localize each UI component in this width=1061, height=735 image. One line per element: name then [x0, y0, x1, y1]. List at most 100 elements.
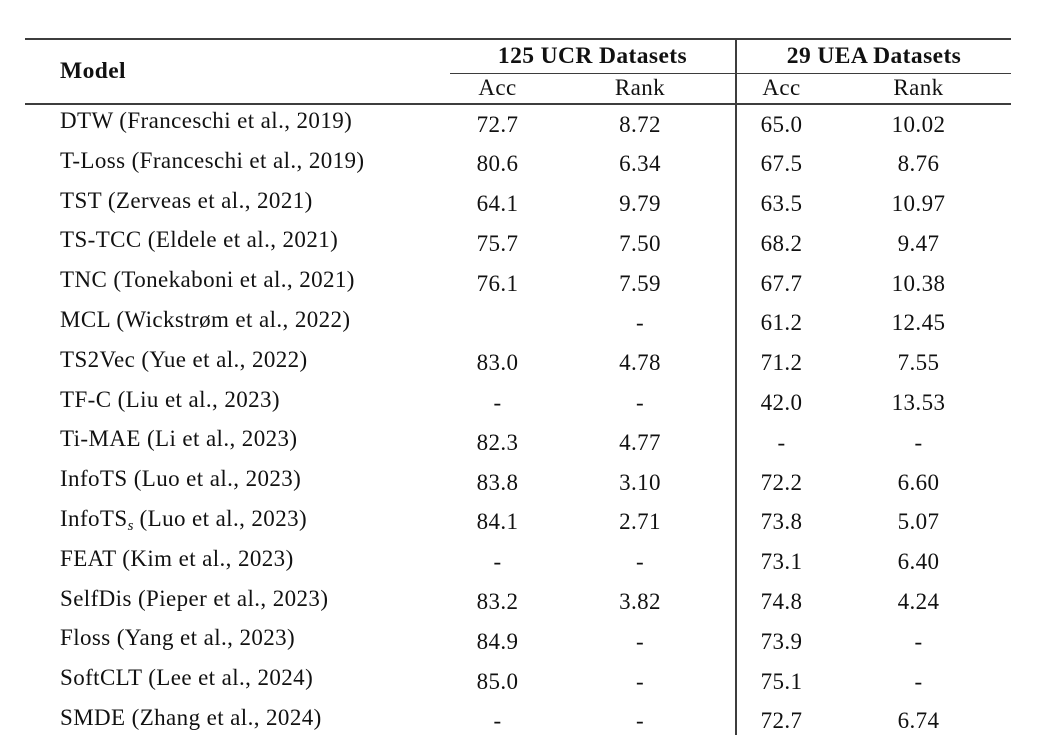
model-name: SelfDis (Pieper et al., 2023) — [60, 585, 329, 611]
ucr-acc-cell: 84.1 — [476, 509, 519, 535]
uea-acc-cell: 63.5 — [735, 184, 826, 225]
uea-rank-cell: 6.60 — [897, 469, 940, 495]
model-name: T-Loss (Franceschi et al., 2019) — [60, 147, 365, 173]
uea-rank-cell: 7.55 — [897, 350, 940, 376]
uea-acc-cell: 68.2 — [735, 224, 826, 265]
ucr-rank-column-header: Rank — [545, 73, 736, 105]
model-cell: DTW (Franceschi et al., 2019) — [25, 104, 450, 145]
table-row: SelfDis (Pieper et al., 2023) 83.2 3.82 … — [25, 582, 1011, 623]
ucr-rank-cell: - — [635, 668, 645, 694]
ucr-rank-cell: 6.34 — [619, 151, 661, 177]
table-row: TNC (Tonekaboni et al., 2021) 76.1 7.59 … — [25, 264, 1011, 304]
ucr-rank-cell: 9.79 — [619, 191, 661, 217]
uea-group-header: 29 UEA Datasets — [734, 39, 1012, 74]
ucr-rank-cell: - — [635, 310, 645, 336]
ucr-acc-cell: 83.8 — [476, 469, 519, 495]
ucr-rank-cell: 7.50 — [619, 230, 661, 256]
model-cell: TF-C (Liu et al., 2023) — [25, 384, 450, 424]
uea-acc-cell: 75.1 — [735, 662, 826, 702]
table-header: Model 125 UCR Datasets 29 UEA Datasets A… — [25, 39, 1012, 105]
ucr-group-header: 125 UCR Datasets — [450, 39, 736, 74]
ucr-rank-cell: - — [635, 628, 645, 654]
model-name: InfoTS — [60, 505, 128, 531]
uea-rank-cell: 6.74 — [897, 708, 940, 734]
model-name: DTW (Franceschi et al., 2019) — [60, 108, 353, 133]
model-name: SoftCLT (Lee et al., 2024) — [60, 665, 314, 691]
uea-acc-cell: - — [735, 423, 826, 464]
uea-acc-cell: 67.5 — [735, 144, 826, 185]
model-cell: SoftCLT (Lee et al., 2024) — [25, 662, 450, 702]
uea-rank-column-header: Rank — [826, 73, 1012, 105]
sub-header-row: Acc Rank Acc Rank — [25, 73, 1012, 105]
ucr-rank-cell: - — [635, 549, 645, 575]
uea-acc-cell: 73.1 — [735, 542, 826, 583]
model-cell: SMDE (Zhang et al., 2024) — [25, 702, 450, 735]
model-name: FEAT (Kim et al., 2023) — [60, 545, 294, 571]
ucr-acc-cell: 84.9 — [476, 628, 519, 654]
model-cell: SelfDis (Pieper et al., 2023) — [25, 583, 450, 623]
ucr-acc-cell: 85.0 — [476, 668, 519, 694]
ucr-acc-cell: 83.2 — [476, 589, 519, 615]
table-row: TST (Zerveas et al., 2021) 64.1 9.79 63.… — [25, 184, 1011, 225]
uea-rank-cell: - — [914, 628, 923, 654]
model-citation: (Luo et al., 2023) — [133, 505, 308, 531]
model-name: TS-TCC (Eldele et al., 2021) — [60, 227, 339, 253]
uea-acc-cell: 73.9 — [735, 622, 826, 663]
model-cell: FEAT (Kim et al., 2023) — [25, 543, 450, 583]
table-row: SMDE (Zhang et al., 2024) - - 72.7 6.74 — [25, 701, 1011, 735]
ucr-acc-cell: 72.7 — [476, 111, 519, 137]
table-row: FEAT (Kim et al., 2023) - - 73.1 6.40 — [25, 542, 1011, 583]
uea-rank-cell: 10.97 — [891, 191, 946, 217]
table-row: Floss (Yang et al., 2023) 84.9 - 73.9 - — [25, 622, 1011, 663]
table-row: MCL (Wickstrøm et al., 2022) - 61.2 12.4… — [25, 303, 1011, 344]
model-name: MCL (Wickstrøm et al., 2022) — [60, 306, 351, 332]
model-cell: TS2Vec (Yue et al., 2022) — [25, 344, 450, 384]
uea-rank-cell: 6.40 — [897, 549, 940, 575]
model-name: TNC (Tonekaboni et al., 2021) — [60, 267, 355, 293]
results-table-wrap: Model 125 UCR Datasets 29 UEA Datasets A… — [25, 38, 1012, 735]
uea-rank-cell: 5.07 — [897, 509, 940, 535]
uea-acc-cell: 74.8 — [735, 582, 826, 623]
model-name: InfoTS (Luo et al., 2023) — [60, 466, 302, 492]
model-cell: MCL (Wickstrøm et al., 2022) — [25, 304, 450, 344]
table-row: SoftCLT (Lee et al., 2024) 85.0 - 75.1 - — [25, 662, 1011, 702]
ucr-rank-cell: 8.72 — [619, 111, 661, 137]
table-row: DTW (Franceschi et al., 2019) 72.7 8.72 … — [25, 104, 1011, 145]
model-name: TS2Vec (Yue et al., 2022) — [60, 346, 308, 372]
uea-acc-cell: 65.0 — [735, 104, 826, 145]
uea-rank-cell: 12.45 — [891, 310, 946, 336]
uea-rank-cell: 10.38 — [891, 270, 946, 296]
model-name: SMDE (Zhang et al., 2024) — [60, 704, 322, 730]
uea-acc-cell: 61.2 — [735, 303, 826, 344]
uea-rank-cell: - — [914, 668, 923, 694]
model-name: TST (Zerveas et al., 2021) — [60, 187, 313, 213]
ucr-acc-cell: 80.6 — [476, 151, 519, 177]
ucr-acc-cell: - — [493, 549, 502, 575]
uea-acc-cell: 67.7 — [735, 264, 826, 304]
ucr-rank-cell: - — [635, 708, 645, 734]
ucr-rank-cell: 3.10 — [619, 469, 661, 495]
model-cell: Floss (Yang et al., 2023) — [25, 622, 450, 662]
table-body: DTW (Franceschi et al., 2019) 72.7 8.72 … — [25, 104, 1011, 735]
uea-acc-column-header: Acc — [735, 73, 826, 105]
model-name: TF-C (Liu et al., 2023) — [60, 386, 280, 412]
ucr-rank-cell: - — [635, 390, 645, 416]
uea-rank-cell: 13.53 — [891, 390, 946, 416]
model-name-subscript: s — [127, 517, 134, 534]
ucr-rank-cell: 2.71 — [619, 509, 661, 535]
model-cell: Ti-MAE (Li et al., 2023) — [25, 423, 450, 463]
ucr-acc-cell: - — [493, 708, 502, 734]
ucr-acc-cell: - — [493, 390, 502, 416]
ucr-rank-cell: 4.77 — [619, 429, 661, 455]
table-row: TF-C (Liu et al., 2023) - - 42.0 13.53 — [25, 383, 1011, 424]
uea-rank-cell: 8.76 — [897, 151, 940, 177]
model-cell: TS-TCC (Eldele et al., 2021) — [25, 224, 450, 264]
uea-acc-cell: 42.0 — [735, 383, 826, 424]
uea-rank-cell: - — [914, 429, 923, 455]
table-row: InfoTS (Luo et al., 2023) 83.8 3.10 72.2… — [25, 463, 1011, 503]
table-row: Ti-MAE (Li et al., 2023) 82.3 4.77 - - — [25, 423, 1011, 464]
uea-acc-cell: 72.7 — [735, 701, 826, 735]
ucr-acc-cell: 83.0 — [476, 350, 519, 376]
uea-acc-cell: 71.2 — [735, 343, 826, 384]
